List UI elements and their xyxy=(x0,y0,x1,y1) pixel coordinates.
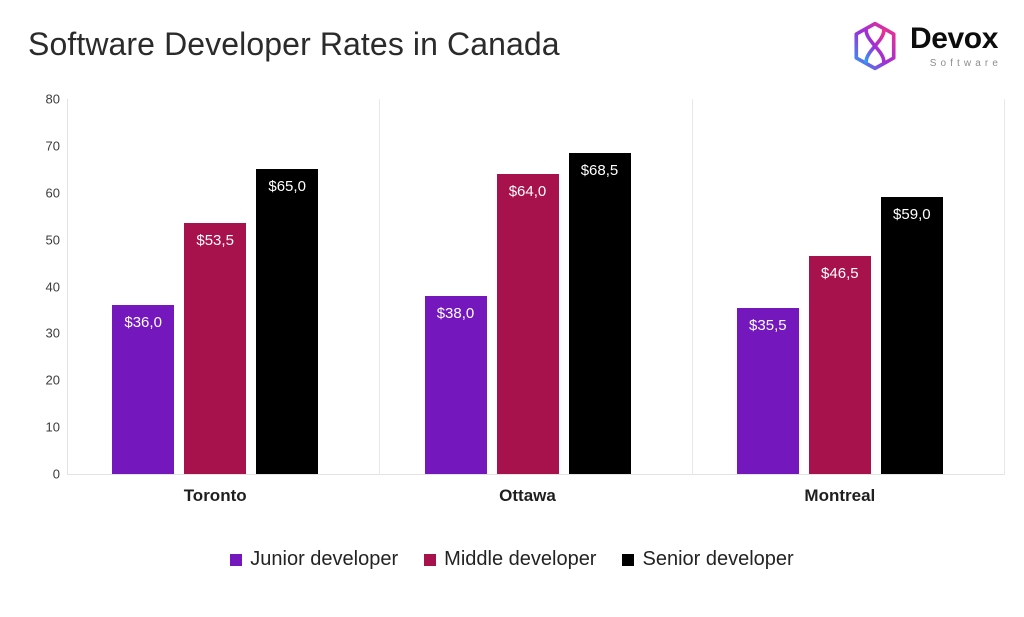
bar-value-label: $46,5 xyxy=(821,265,859,283)
group-divider-line xyxy=(379,99,380,475)
bar-value-label: $36,0 xyxy=(124,314,162,332)
group-divider-line xyxy=(1004,99,1005,475)
bar[interactable]: $35,5 xyxy=(736,307,799,474)
legend-color-swatch xyxy=(424,553,437,566)
y-axis-tick-label: 20 xyxy=(45,372,60,388)
legend-item[interactable]: Senior developer xyxy=(622,548,794,571)
brand-logo: Devox Software xyxy=(849,20,998,72)
y-axis-tick-label: 30 xyxy=(45,325,60,341)
bar[interactable]: $36,0 xyxy=(112,305,175,474)
bar-value-label: $68,5 xyxy=(580,161,619,179)
bar[interactable]: $46,5 xyxy=(808,256,871,474)
devox-hexagon-logo-icon xyxy=(849,20,901,72)
bar-value-label: $38,0 xyxy=(436,304,475,322)
bar[interactable]: $38,0 xyxy=(424,295,487,474)
bar[interactable]: $68,5 xyxy=(568,152,631,474)
chart-header: Software Developer Rates in Canada xyxy=(0,0,1024,90)
legend-color-swatch xyxy=(230,553,243,566)
page-title: Software Developer Rates in Canada xyxy=(28,26,560,62)
x-axis-category-label: Toronto xyxy=(183,486,247,505)
legend-label: Junior developer xyxy=(250,548,399,570)
bar[interactable]: $65,0 xyxy=(256,169,319,474)
bar-value-label: $65,0 xyxy=(268,178,306,196)
legend-label: Senior developer xyxy=(642,548,794,570)
y-axis-line xyxy=(67,99,68,475)
y-axis-tick-label: 50 xyxy=(45,232,60,248)
bar[interactable]: $64,0 xyxy=(496,174,559,474)
legend-item[interactable]: Junior developer xyxy=(230,548,398,571)
y-axis-tick-label: 60 xyxy=(45,185,60,201)
y-axis-tick-label: 80 xyxy=(45,91,60,107)
bar[interactable]: $59,0 xyxy=(880,197,943,474)
logo-text-block: Devox Software xyxy=(909,21,998,69)
legend-color-swatch xyxy=(622,553,635,566)
legend-label: Middle developer xyxy=(444,548,597,570)
x-axis-category-label: Ottawa xyxy=(499,486,556,505)
legend-item[interactable]: Middle developer xyxy=(424,548,596,571)
chart-legend: Junior developer Middle developer Senior d… xyxy=(0,548,1024,571)
x-axis-category-label: Montreal xyxy=(804,486,876,505)
logo-wordmark: Devox xyxy=(909,21,998,55)
y-axis-tick-label: 0 xyxy=(52,466,60,482)
bar-value-label: $64,0 xyxy=(508,183,547,200)
bar[interactable]: $53,5 xyxy=(184,223,247,474)
logo-tagline: Software xyxy=(929,57,1002,69)
y-axis-tick-label: 40 xyxy=(45,279,60,294)
bar-value-label: $59,0 xyxy=(893,206,931,224)
y-axis-tick-label: 10 xyxy=(45,419,60,435)
y-axis-tick-label: 70 xyxy=(45,138,60,154)
bar-chart-plot-area: 0 10 20 30 40 50 60 70 80 $36,0 $53,5 $65,0 $38,0 $6… xyxy=(0,90,1024,505)
group-divider-line xyxy=(692,99,693,475)
bar-value-label: $53,5 xyxy=(196,232,234,250)
x-axis-line xyxy=(67,474,1004,475)
bar-value-label: $35,5 xyxy=(749,316,787,334)
